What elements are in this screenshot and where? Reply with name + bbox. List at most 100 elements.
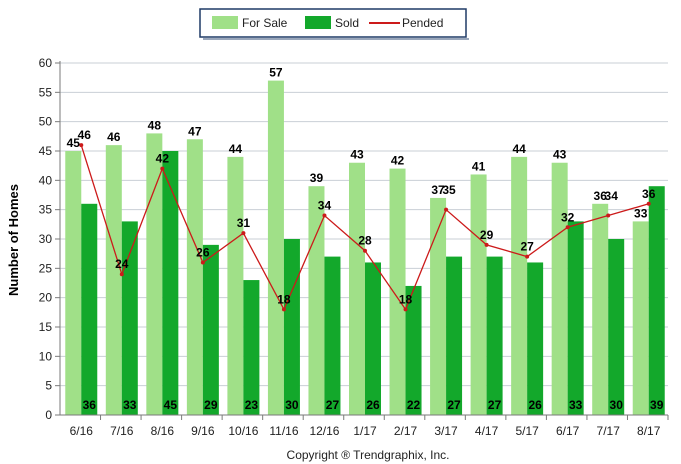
pended-point [322,213,327,218]
label-pended: 29 [480,228,494,242]
label-sold: 45 [164,398,178,412]
pended-point [79,143,84,148]
x-tick-label: 7/17 [597,424,621,438]
label-sold: 27 [326,398,340,412]
pended-point [119,272,124,277]
pended-point [565,225,570,230]
y-tick-label: 60 [39,56,53,70]
legend-label-pended: Pended [402,16,443,30]
label-pended: 26 [196,245,210,259]
label-pended: 32 [561,210,575,224]
pended-point [363,248,367,253]
copyright-text: Copyright ® Trendgraphix, Inc. [287,448,450,462]
label-pended: 34 [318,199,332,213]
x-tick-label: 10/16 [228,424,258,438]
bar-sold [567,221,584,415]
x-tick-label: 4/17 [475,424,499,438]
label-pended: 46 [78,128,92,142]
y-tick-label: 15 [39,320,53,334]
pended-point [200,260,205,265]
label-pended: 34 [605,189,619,203]
label-pended: 36 [642,187,656,201]
y-tick-label: 20 [39,291,53,305]
legend: For Sale Sold Pended [199,8,469,40]
label-for-sale: 57 [269,66,283,80]
y-tick-label: 30 [39,232,53,246]
bar-sold [527,262,544,415]
bar-for-sale [592,203,609,415]
bar-sold [608,239,625,415]
x-tick-label: 12/16 [309,424,339,438]
label-pended: 28 [358,234,372,248]
label-sold: 30 [610,398,624,412]
label-pended: 18 [399,292,413,306]
label-for-sale: 44 [512,142,526,156]
label-for-sale: 44 [229,142,243,156]
x-tick-label: 1/17 [353,424,377,438]
pended-point [525,254,530,259]
label-pended: 31 [237,216,251,230]
bar-for-sale [511,156,528,415]
axes: 0 5 10 15 20 25 30 35 40 45 50 55 60 6/16 7/16 8/16 9/16… [39,56,669,438]
pended-point [606,213,611,218]
label-for-sale: 36 [594,189,608,203]
x-tick-label: 7/16 [110,424,134,438]
label-sold: 39 [650,398,664,412]
label-sold: 22 [407,398,421,412]
bar-for-sale [430,197,447,415]
label-for-sale: 39 [310,171,324,185]
label-for-sale: 43 [350,148,364,162]
label-sold: 27 [488,398,502,412]
bar-sold [162,151,179,415]
bar-sold [486,256,503,415]
bar-sold [283,239,300,415]
legend-swatch-sold [305,16,331,29]
pended-point [241,231,246,236]
bar-for-sale [186,139,203,415]
x-tick-label: 8/17 [637,424,661,438]
label-sold: 30 [285,398,299,412]
label-for-sale: 43 [553,148,567,162]
y-tick-label: 40 [39,173,53,187]
label-sold: 33 [569,398,583,412]
bar-for-sale [65,151,82,415]
label-pended: 24 [115,257,129,271]
legend-box [199,8,467,38]
label-pended: 35 [442,183,456,197]
data-labels: 45 36 46 46 33 24 48 45 42 47 29 26 44 23 31 57 30 18 39 27… [67,66,664,412]
label-pended: 42 [156,152,170,166]
x-tick-label: 8/16 [151,424,175,438]
label-sold: 33 [123,398,137,412]
bar-for-sale [227,156,244,415]
y-tick-label: 25 [39,261,53,275]
label-for-sale: 37 [431,183,445,197]
x-tick-label: 5/17 [515,424,539,438]
bar-for-sale [632,221,649,415]
bar-sold [243,280,260,415]
x-tick-label: 6/16 [70,424,94,438]
bar-sold [648,186,665,415]
pended-line [79,143,651,312]
label-for-sale: 48 [148,118,162,132]
legend-label-for-sale: For Sale [242,16,288,30]
label-for-sale: 33 [634,206,648,220]
legend-shadow [203,38,469,40]
x-tick-label: 9/16 [191,424,215,438]
label-sold: 23 [245,398,259,412]
bar-sold [121,221,138,415]
bar-sold [324,256,341,415]
bar-sold [202,244,219,415]
x-tick-label: 11/16 [269,424,298,438]
x-tick-label: 6/17 [556,424,580,438]
pended-point [403,307,408,312]
legend-label-sold: Sold [335,16,359,30]
bar-for-sale [146,133,163,415]
y-tick-label: 45 [39,144,53,158]
bar-for-sale [551,162,568,415]
pended-point [281,307,286,312]
pended-point [484,242,489,247]
label-for-sale: 47 [188,124,202,138]
pended-point [646,201,651,206]
bar-sold [365,262,381,415]
